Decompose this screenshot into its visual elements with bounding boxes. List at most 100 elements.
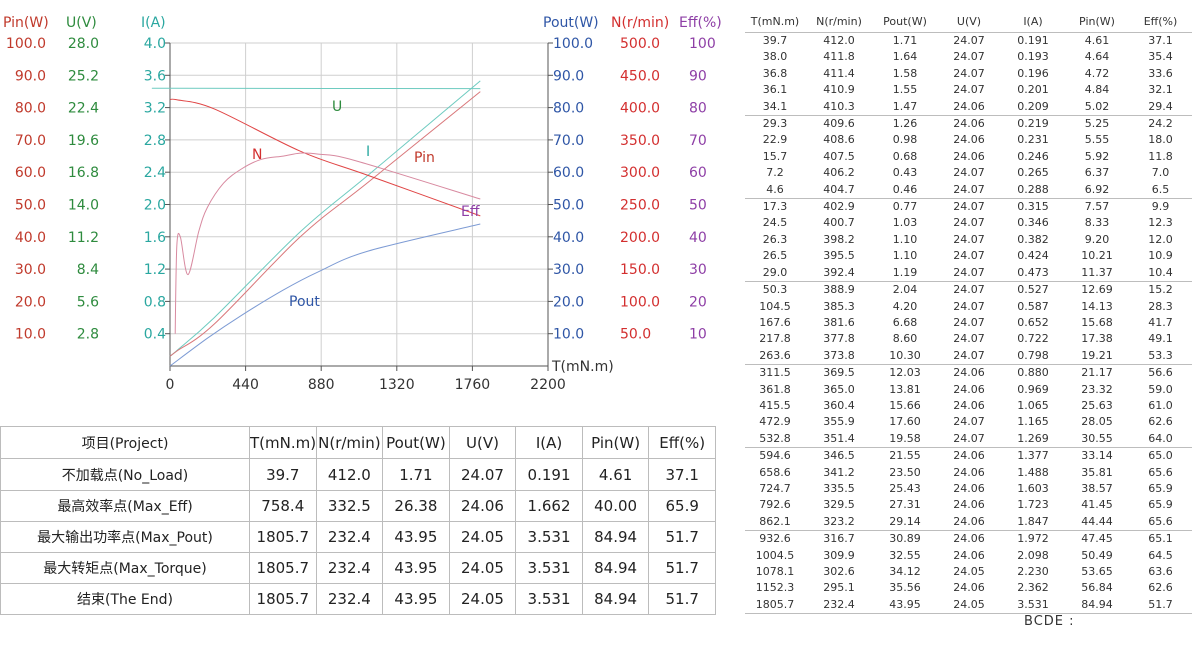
data-cell: 11.37 bbox=[1081, 265, 1113, 279]
data-row: 17.3 402.9 0.77 24.07 0.315 7.57 9.9 bbox=[745, 198, 1192, 216]
summary-cell: 758.4 bbox=[249, 490, 317, 522]
curve-label-eff: Eff bbox=[461, 204, 480, 220]
data-row: 217.8 377.8 8.60 24.07 0.722 17.38 49.1 bbox=[745, 331, 1192, 347]
data-cell: 24.07 bbox=[953, 83, 985, 97]
data-cell: 24.06 bbox=[937, 447, 1001, 465]
data-cell: 1.723 bbox=[1017, 498, 1049, 512]
data-cell: 12.0 bbox=[1148, 232, 1173, 246]
data-cell: 167.6 bbox=[759, 315, 791, 329]
data-cell: 9.20 bbox=[1084, 232, 1110, 246]
data-cell: 24.07 bbox=[937, 281, 1001, 299]
data-row: 1805.7 232.4 43.95 24.05 3.531 84.94 51.7 bbox=[745, 596, 1192, 615]
data-cell: 2.098 bbox=[1017, 548, 1049, 562]
right-axis-tick-label: 80 bbox=[689, 101, 707, 117]
test-data-table: T(mN.m) N(r/min) Pout(W) U(V) I(A) Pin(W) Eff(… bbox=[745, 10, 1192, 615]
data-cell: 10.4 bbox=[1148, 265, 1173, 279]
data-cell: 0.231 bbox=[1017, 133, 1049, 147]
data-cell: 0.68 bbox=[892, 149, 918, 163]
data-cell: 0.43 bbox=[892, 166, 918, 180]
data-row: 24.5 400.7 1.03 24.07 0.346 8.33 12.3 bbox=[745, 215, 1192, 231]
summary-cell: 3.531 bbox=[515, 521, 583, 553]
data-cell: 658.6 bbox=[759, 465, 791, 479]
data-cell: 932.6 bbox=[745, 530, 805, 548]
data-row: 658.6 341.2 23.50 24.06 1.488 35.81 65.6 bbox=[745, 465, 1192, 481]
data-cell: 35.81 bbox=[1081, 465, 1113, 479]
data-cell: 24.06 bbox=[953, 514, 985, 528]
summary-table: 项目(Project) T(mN.m) N(r/min) Pout(W) U(V) I(A… bbox=[0, 426, 716, 615]
left-axis-tick-label: 2.4 bbox=[144, 165, 166, 181]
data-cell: 17.3 bbox=[745, 198, 805, 216]
data-row: 4.6 404.7 0.46 24.07 0.288 6.92 6.5 bbox=[745, 182, 1192, 199]
data-row: 50.3 388.9 2.04 24.07 0.527 12.69 15.2 bbox=[745, 281, 1192, 299]
data-cell: 24.07 bbox=[953, 265, 985, 279]
data-cell: 0.265 bbox=[1017, 166, 1049, 180]
data-cell: 8.60 bbox=[892, 332, 918, 346]
data-cell: 373.8 bbox=[823, 348, 855, 362]
left-axis-tick-label: 1.2 bbox=[144, 262, 166, 278]
data-cell: 24.06 bbox=[953, 581, 985, 595]
summary-cell: 232.4 bbox=[315, 521, 384, 553]
data-cell: 3.531 bbox=[1001, 596, 1065, 615]
data-cell: 1.847 bbox=[1017, 514, 1049, 528]
data-cell: 0.315 bbox=[1001, 198, 1065, 216]
data-cell: 12.3 bbox=[1148, 216, 1173, 230]
data-cell: 1.065 bbox=[1017, 398, 1049, 412]
data-cell: 24.06 bbox=[953, 133, 985, 147]
left-axis-tick-label: 8.4 bbox=[77, 262, 99, 278]
summary-cell: 结束(The End) bbox=[0, 583, 250, 615]
data-cell: 410.9 bbox=[823, 83, 855, 97]
left-axis-tick-label: 0.8 bbox=[144, 294, 166, 310]
left-axis-tick-label: 5.6 bbox=[77, 294, 99, 310]
right-axis-tick-label: 10.0 bbox=[553, 327, 584, 343]
summary-cell: 最大输出功率点(Max_Pout) bbox=[0, 521, 250, 553]
data-row: 22.9 408.6 0.98 24.06 0.231 5.55 18.0 bbox=[745, 132, 1192, 148]
summary-header-cell: Pin(W) bbox=[581, 426, 650, 459]
data-cell: 25.63 bbox=[1081, 398, 1113, 412]
left-axis-tick-label: 100.0 bbox=[6, 36, 46, 52]
data-cell: 7.57 bbox=[1065, 198, 1129, 216]
data-cell: 10.30 bbox=[889, 348, 921, 362]
chart-grid bbox=[169, 42, 549, 367]
summary-header-cell: 项目(Project) bbox=[0, 426, 250, 459]
data-cell: 4.61 bbox=[1065, 32, 1129, 50]
data-cell: 0.473 bbox=[1017, 265, 1049, 279]
data-cell: 24.07 bbox=[953, 216, 985, 230]
data-cell: 35.56 bbox=[889, 581, 921, 595]
summary-cell: 1805.7 bbox=[249, 552, 317, 584]
right-axis-title: Eff(%) bbox=[679, 15, 722, 31]
data-cell: 24.06 bbox=[953, 465, 985, 479]
data-cell: 5.02 bbox=[1084, 99, 1110, 113]
data-row: 361.8 365.0 13.81 24.06 0.969 23.32 59.0 bbox=[745, 382, 1192, 398]
right-axis-tick-label: 20.0 bbox=[553, 294, 584, 310]
x-tick-label: 1320 bbox=[379, 377, 415, 393]
summary-header-cell: T(mN.m) bbox=[249, 426, 317, 459]
data-cell: 0.219 bbox=[1001, 115, 1065, 133]
data-cell: 323.2 bbox=[823, 514, 855, 528]
summary-cell: 3.531 bbox=[515, 552, 583, 584]
data-row: 472.9 355.9 17.60 24.07 1.165 28.05 62.6 bbox=[745, 414, 1192, 430]
left-axis-title: U(V) bbox=[66, 15, 97, 31]
summary-cell: 1805.7 bbox=[249, 583, 317, 615]
data-cell: 30.55 bbox=[1081, 431, 1113, 445]
data-cell: 5.25 bbox=[1065, 115, 1129, 133]
right-axis-tick-label: 90.0 bbox=[553, 68, 584, 84]
data-cell: 1.55 bbox=[892, 83, 918, 97]
data-cell: 24.06 bbox=[937, 364, 1001, 382]
data-cell: 0.587 bbox=[1017, 299, 1049, 313]
data-cell: 15.7 bbox=[762, 149, 788, 163]
data-cell: 65.1 bbox=[1129, 530, 1192, 548]
data-cell: 32.1 bbox=[1148, 83, 1173, 97]
data-row: 862.1 323.2 29.14 24.06 1.847 44.44 65.6 bbox=[745, 514, 1192, 531]
data-cell: 360.4 bbox=[823, 398, 855, 412]
data-cell: 23.50 bbox=[889, 465, 921, 479]
right-axis-tick-label: 70.0 bbox=[553, 133, 584, 149]
x-tick-label: 440 bbox=[232, 377, 259, 393]
summary-cell: 最大转矩点(Max_Torque) bbox=[0, 552, 250, 584]
x-tick-label: 2200 bbox=[530, 377, 566, 393]
data-cell: 1.972 bbox=[1001, 530, 1065, 548]
data-cell: 0.722 bbox=[1017, 332, 1049, 346]
data-cell: 59.0 bbox=[1148, 382, 1173, 396]
chart-labels: Pin(W) 100.0 90.0 80.0 70.0 60.0 50.0 40.0 30.0 2… bbox=[3, 15, 722, 343]
data-cell: 61.0 bbox=[1148, 398, 1173, 412]
data-cell: 37.1 bbox=[1129, 32, 1192, 50]
